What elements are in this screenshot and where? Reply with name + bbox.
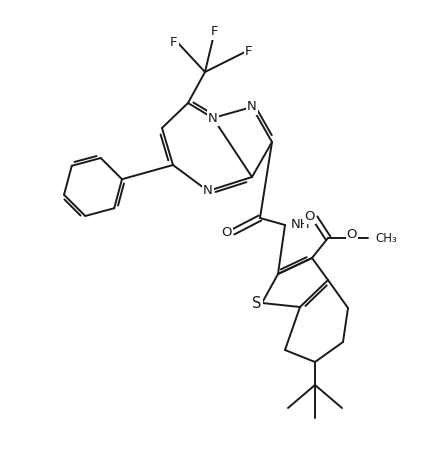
Text: N: N	[208, 112, 218, 124]
Text: N: N	[203, 184, 213, 197]
Text: O: O	[347, 229, 357, 242]
Text: F: F	[245, 46, 253, 59]
Text: S: S	[252, 296, 262, 311]
Text: CH₃: CH₃	[375, 231, 397, 244]
Text: O: O	[305, 209, 315, 223]
Text: O: O	[222, 225, 232, 238]
Text: N: N	[247, 100, 257, 113]
Text: F: F	[211, 25, 219, 39]
Text: NH: NH	[291, 219, 311, 231]
Text: F: F	[170, 36, 178, 49]
